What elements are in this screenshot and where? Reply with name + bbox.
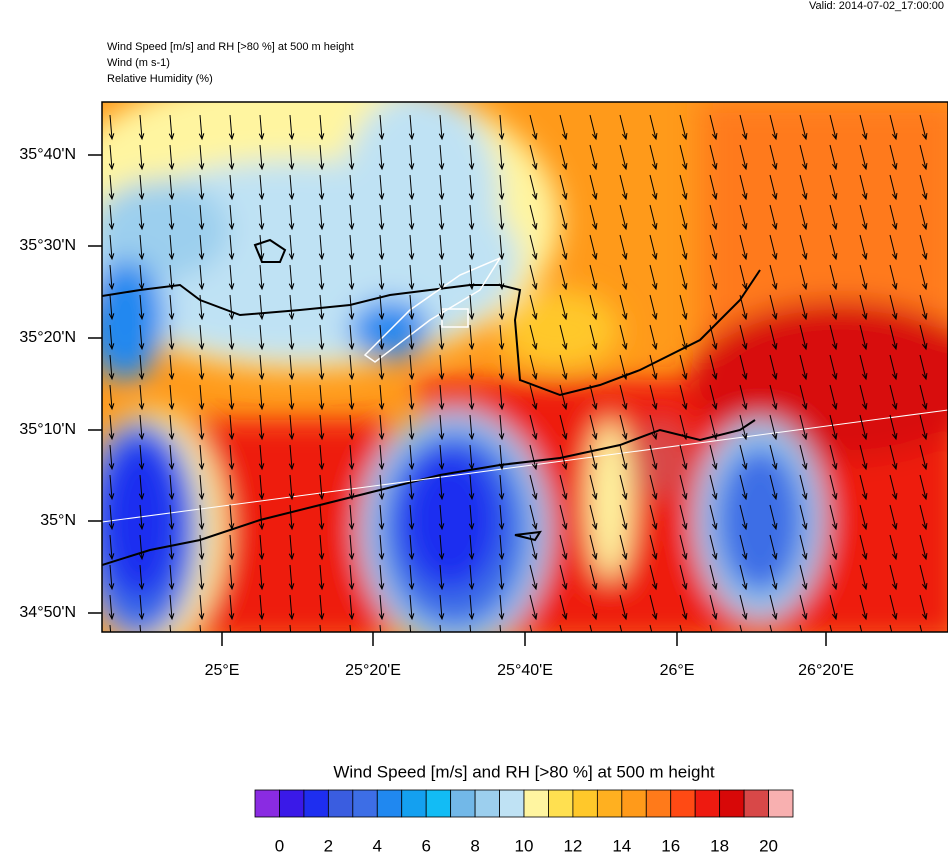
colorbar-swatch [743, 789, 769, 818]
colorbar-swatch [768, 789, 794, 818]
colorbar-swatch [572, 789, 598, 818]
lat-label: 35°20'N [19, 329, 76, 346]
lat-label: 35°N [40, 512, 76, 529]
colorbar-swatch [499, 789, 525, 818]
colorbar-label: 6 [421, 836, 430, 854]
valid-time: Valid: 2014-07-02_17:00:00 [809, 0, 944, 12]
colorbar-label: 12 [563, 836, 582, 854]
colorbar-label: 14 [612, 836, 631, 854]
lon-label: 25°20'E [345, 662, 401, 679]
lat-axis: 35°40'N 35°30'N 35°20'N 35°10'N 35°N 34°50'N [19, 146, 102, 621]
lon-label: 26°E [660, 662, 695, 679]
wind-vectors [108, 114, 928, 632]
colorbar: 0 2 4 6 8 10 12 14 16 18 20 [254, 789, 794, 854]
colorbar-swatch [254, 789, 280, 818]
colorbar-label: 0 [275, 836, 284, 854]
colorbar-swatch [645, 789, 672, 818]
colorbar-label: 4 [373, 836, 382, 854]
colorbar-label: 20 [759, 836, 778, 854]
title-line: Relative Humidity (%) [107, 73, 213, 85]
colorbar-swatch [474, 789, 500, 818]
colorbar-title: Wind Speed [m/s] and RH [>80 %] at 500 m… [333, 762, 715, 781]
colorbar-swatch [719, 789, 745, 818]
colorbar-swatch [596, 789, 623, 818]
lat-label: 35°30'N [19, 237, 76, 254]
colorbar-swatch [376, 789, 403, 818]
colorbar-swatch [694, 789, 721, 818]
lon-label: 25°40'E [497, 662, 553, 679]
colorbar-label: 10 [515, 836, 534, 854]
colorbar-swatch [303, 789, 329, 818]
lat-label: 35°40'N [19, 146, 76, 163]
colorbar-swatch [450, 789, 476, 818]
colorbar-swatch [425, 789, 452, 818]
colorbar-swatch [352, 789, 378, 818]
colorbar-label: 8 [470, 836, 479, 854]
title-line: Wind (m s-1) [107, 57, 170, 69]
colorbar-swatch [548, 789, 574, 818]
lat-label: 34°50'N [19, 604, 76, 621]
lon-label: 26°20'E [798, 662, 854, 679]
map-field [102, 102, 948, 632]
colorbar-swatch [523, 789, 549, 818]
colorbar-swatch [401, 789, 427, 818]
colorbar-swatch [279, 789, 305, 818]
lon-axis: 25°E 25°20'E 25°40'E 26°E 26°20'E [205, 632, 854, 679]
colorbar-label: 16 [661, 836, 680, 854]
lat-label: 35°10'N [19, 421, 76, 438]
title-line: Wind Speed [m/s] and RH [>80 %] at 500 m… [107, 41, 354, 53]
lon-label: 25°E [205, 662, 240, 679]
colorbar-label: 18 [710, 836, 729, 854]
colorbar-label: 2 [324, 836, 333, 854]
colorbar-swatch [621, 789, 647, 818]
colorbar-swatch [670, 789, 696, 818]
colorbar-swatch [327, 789, 354, 818]
